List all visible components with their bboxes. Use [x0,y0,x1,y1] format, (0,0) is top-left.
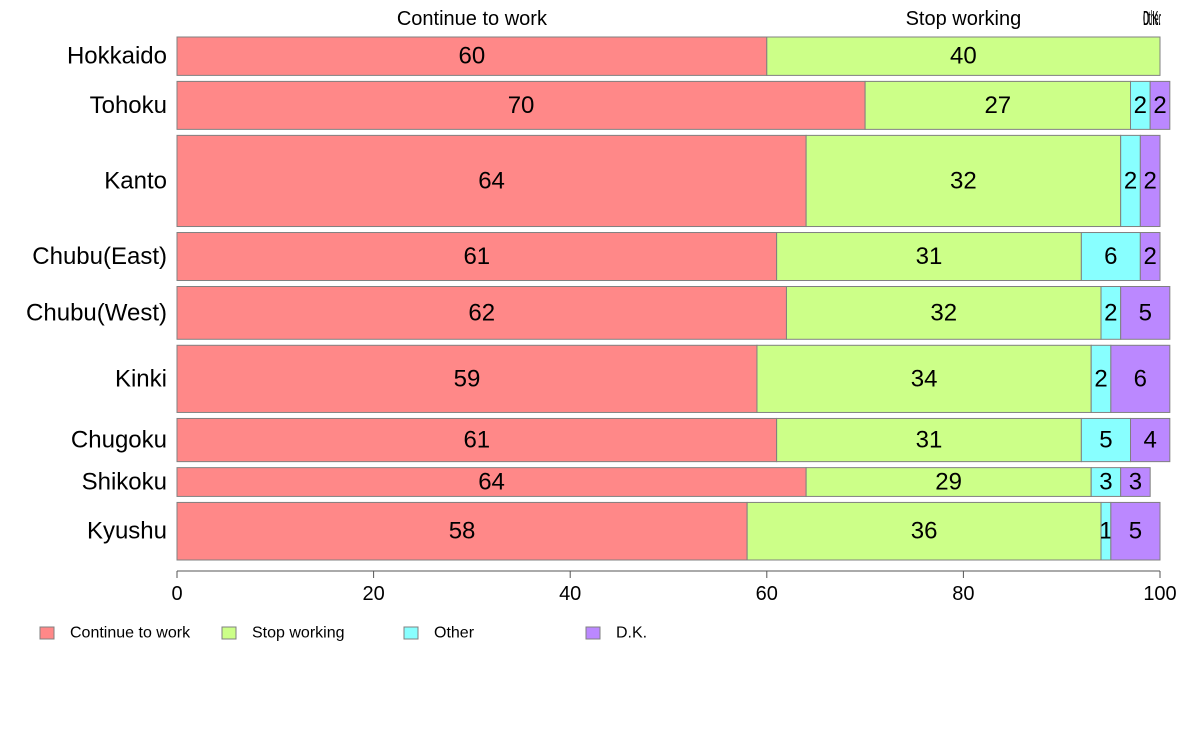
data-label: 61 [463,243,490,270]
row-label-4: Chubu(West) [26,299,167,326]
bar-segment [1080,417,1132,463]
data-label: 34 [911,365,938,392]
data-label: 61 [463,427,490,454]
data-label: 3 [1099,469,1112,496]
row-label-8: Kyushu [87,518,167,545]
data-label: 6 [1104,243,1117,270]
row-labels: Hokkaido Tohoku Kanto Chubu(East) Chubu(West… [26,43,167,545]
series-top-label-1: Stop working [906,8,1022,30]
data-label: 2 [1094,365,1107,392]
data-label: 29 [935,469,962,496]
data-label: 5 [1139,299,1152,326]
data-label: 2 [1134,92,1147,119]
bar-segment [805,134,1122,228]
bar-segment [776,417,1082,463]
data-label: 31 [916,427,943,454]
series-top-label-3: D.K. [1143,8,1161,30]
legend-label: Stop working [252,625,345,642]
data-label: 58 [449,518,476,545]
data-label: 36 [911,518,938,545]
bar-segment [176,134,807,228]
data-label: 62 [468,299,495,326]
bar-segment [756,344,1092,413]
legend: Continue to work Stop working Other D.K. [39,625,647,642]
x-tick-label: 40 [559,583,581,605]
bar-segment [176,286,787,340]
row-label-3: Chubu(East) [32,243,167,270]
data-label: 59 [454,365,481,392]
data-label: 3 [1129,469,1142,496]
bar-segment [1090,467,1122,497]
bar-segment [776,232,1082,282]
legend-swatch [403,626,419,640]
row-label-5: Kinki [115,365,167,392]
data-label: 2 [1143,243,1156,270]
data-label: 2 [1124,167,1137,194]
data-label: 27 [984,92,1011,119]
bar-segment [1120,286,1171,340]
x-tick-label: 20 [362,583,384,605]
legend-swatch [585,626,601,640]
row-label-2: Kanto [104,167,167,194]
data-label: 31 [916,243,943,270]
bar-segment [805,467,1092,497]
data-label: 4 [1143,427,1156,454]
data-label: 5 [1099,427,1112,454]
data-label: 64 [478,167,505,194]
bar-segment [176,344,758,413]
data-label: 2 [1143,167,1156,194]
data-label: 6 [1134,365,1147,392]
x-tick-label: 100 [1143,583,1176,605]
bar-segment [746,501,1102,561]
bar-segment [176,417,778,463]
legend-label: D.K. [616,625,647,642]
bar-segment [1139,134,1161,228]
bar-segment [1149,80,1171,130]
x-tick-label: 80 [952,583,974,605]
data-label: 32 [930,299,957,326]
data-label: 40 [950,43,977,70]
row-label-6: Chugoku [71,427,167,454]
bar-segment [1110,344,1171,413]
data-label: 1 [1099,518,1112,545]
row-label-7: Shikoku [82,469,167,496]
bar-segment [176,501,748,561]
series-top-label-2: Other [1143,8,1161,30]
bar-segment [176,232,778,282]
data-label: 2 [1104,299,1117,326]
data-label: 60 [459,43,486,70]
legend-swatch [221,626,237,640]
bar-segment [1110,501,1161,561]
data-label: 5 [1129,518,1142,545]
data-label: 32 [950,167,977,194]
bar-segment [766,36,1161,76]
legend-swatch [39,626,55,640]
data-label: 64 [478,469,505,496]
row-label-1: Tohoku [90,92,167,119]
legend-label: Other [434,625,475,642]
row-label-0: Hokkaido [67,43,167,70]
bar-segment [785,286,1102,340]
data-label: 70 [508,92,535,119]
x-axis: 0 20 40 60 80 100 [171,570,1177,605]
data-label: 2 [1153,92,1166,119]
x-tick-label: 0 [171,583,182,605]
bar-segment [1120,467,1151,497]
legend-label: Continue to work [70,625,191,642]
series-top-label-0: Continue to work [397,8,548,30]
x-tick-label: 60 [756,583,778,605]
bar-segment [1139,232,1161,282]
bar-segment [1130,417,1171,463]
bar-segment [1080,232,1141,282]
